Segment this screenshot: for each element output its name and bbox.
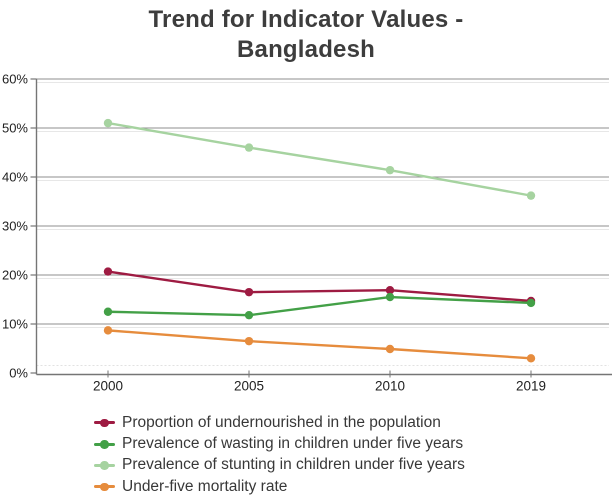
x-axis-label: 2005 [234, 379, 264, 394]
legend-line-marker-icon [94, 438, 115, 450]
data-point-series-1-2005 [244, 310, 254, 320]
y-axis-label: 60% [2, 72, 28, 87]
data-point-series-2-2005 [244, 143, 254, 152]
data-point-series-0-2000 [103, 267, 113, 276]
legend-item-0[interactable]: Proportion of undernourished in the popu… [94, 412, 465, 433]
x-axis-label: 2019 [516, 379, 546, 394]
y-axis-label: 10% [2, 317, 28, 332]
data-point-series-0-2010 [385, 285, 395, 295]
chart-legend: Proportion of undernourished in the popu… [94, 412, 465, 498]
chart-title-line-2: Bangladesh [236, 36, 376, 63]
data-point-series-3-2005 [244, 336, 254, 346]
data-point-series-1-2019 [526, 298, 536, 308]
data-point-series-2-2010 [385, 165, 395, 175]
data-point-series-1-2000 [103, 307, 113, 316]
series-line-0 [106, 270, 533, 303]
legend-label-3: Under-five mortality rate [122, 477, 288, 495]
data-point-series-3-2010 [385, 344, 395, 354]
legend-label-1: Prevalence of wasting in children under … [122, 435, 464, 453]
chart-title-line-1: Trend for Indicator Values - [148, 6, 464, 33]
chart-title: Trend for Indicator Values - Bangladesh [0, 5, 612, 65]
y-axis-label: 40% [2, 170, 28, 185]
x-axis-label: 2010 [375, 379, 405, 394]
y-axis-label: 30% [2, 219, 28, 234]
series-line-1 [106, 295, 533, 317]
data-point-series-0-2005 [244, 287, 254, 297]
data-point-series-3-2019 [526, 354, 536, 363]
legend-line-marker-icon [94, 459, 115, 471]
legend-label-2: Prevalence of stunting in children under… [122, 456, 465, 474]
y-axis-label: 0% [9, 366, 28, 381]
x-axis-label: 2000 [93, 379, 123, 394]
data-point-series-2-2019 [526, 191, 536, 200]
series-line-3 [106, 329, 533, 360]
legend-item-2[interactable]: Prevalence of stunting in children under… [94, 455, 465, 476]
legend-label-0: Proportion of undernourished in the popu… [122, 413, 441, 431]
data-point-series-1-2010 [385, 292, 395, 302]
legend-line-marker-icon [94, 417, 115, 429]
legend-line-marker-icon [94, 481, 115, 493]
series-line-2 [106, 121, 533, 197]
data-point-series-3-2000 [103, 326, 113, 335]
y-axis-label: 20% [2, 268, 28, 283]
data-point-series-2-2000 [103, 118, 113, 128]
y-axis-label: 50% [2, 121, 28, 136]
legend-item-1[interactable]: Prevalence of wasting in children under … [94, 433, 465, 454]
legend-item-3[interactable]: Under-five mortality rate [94, 476, 465, 497]
